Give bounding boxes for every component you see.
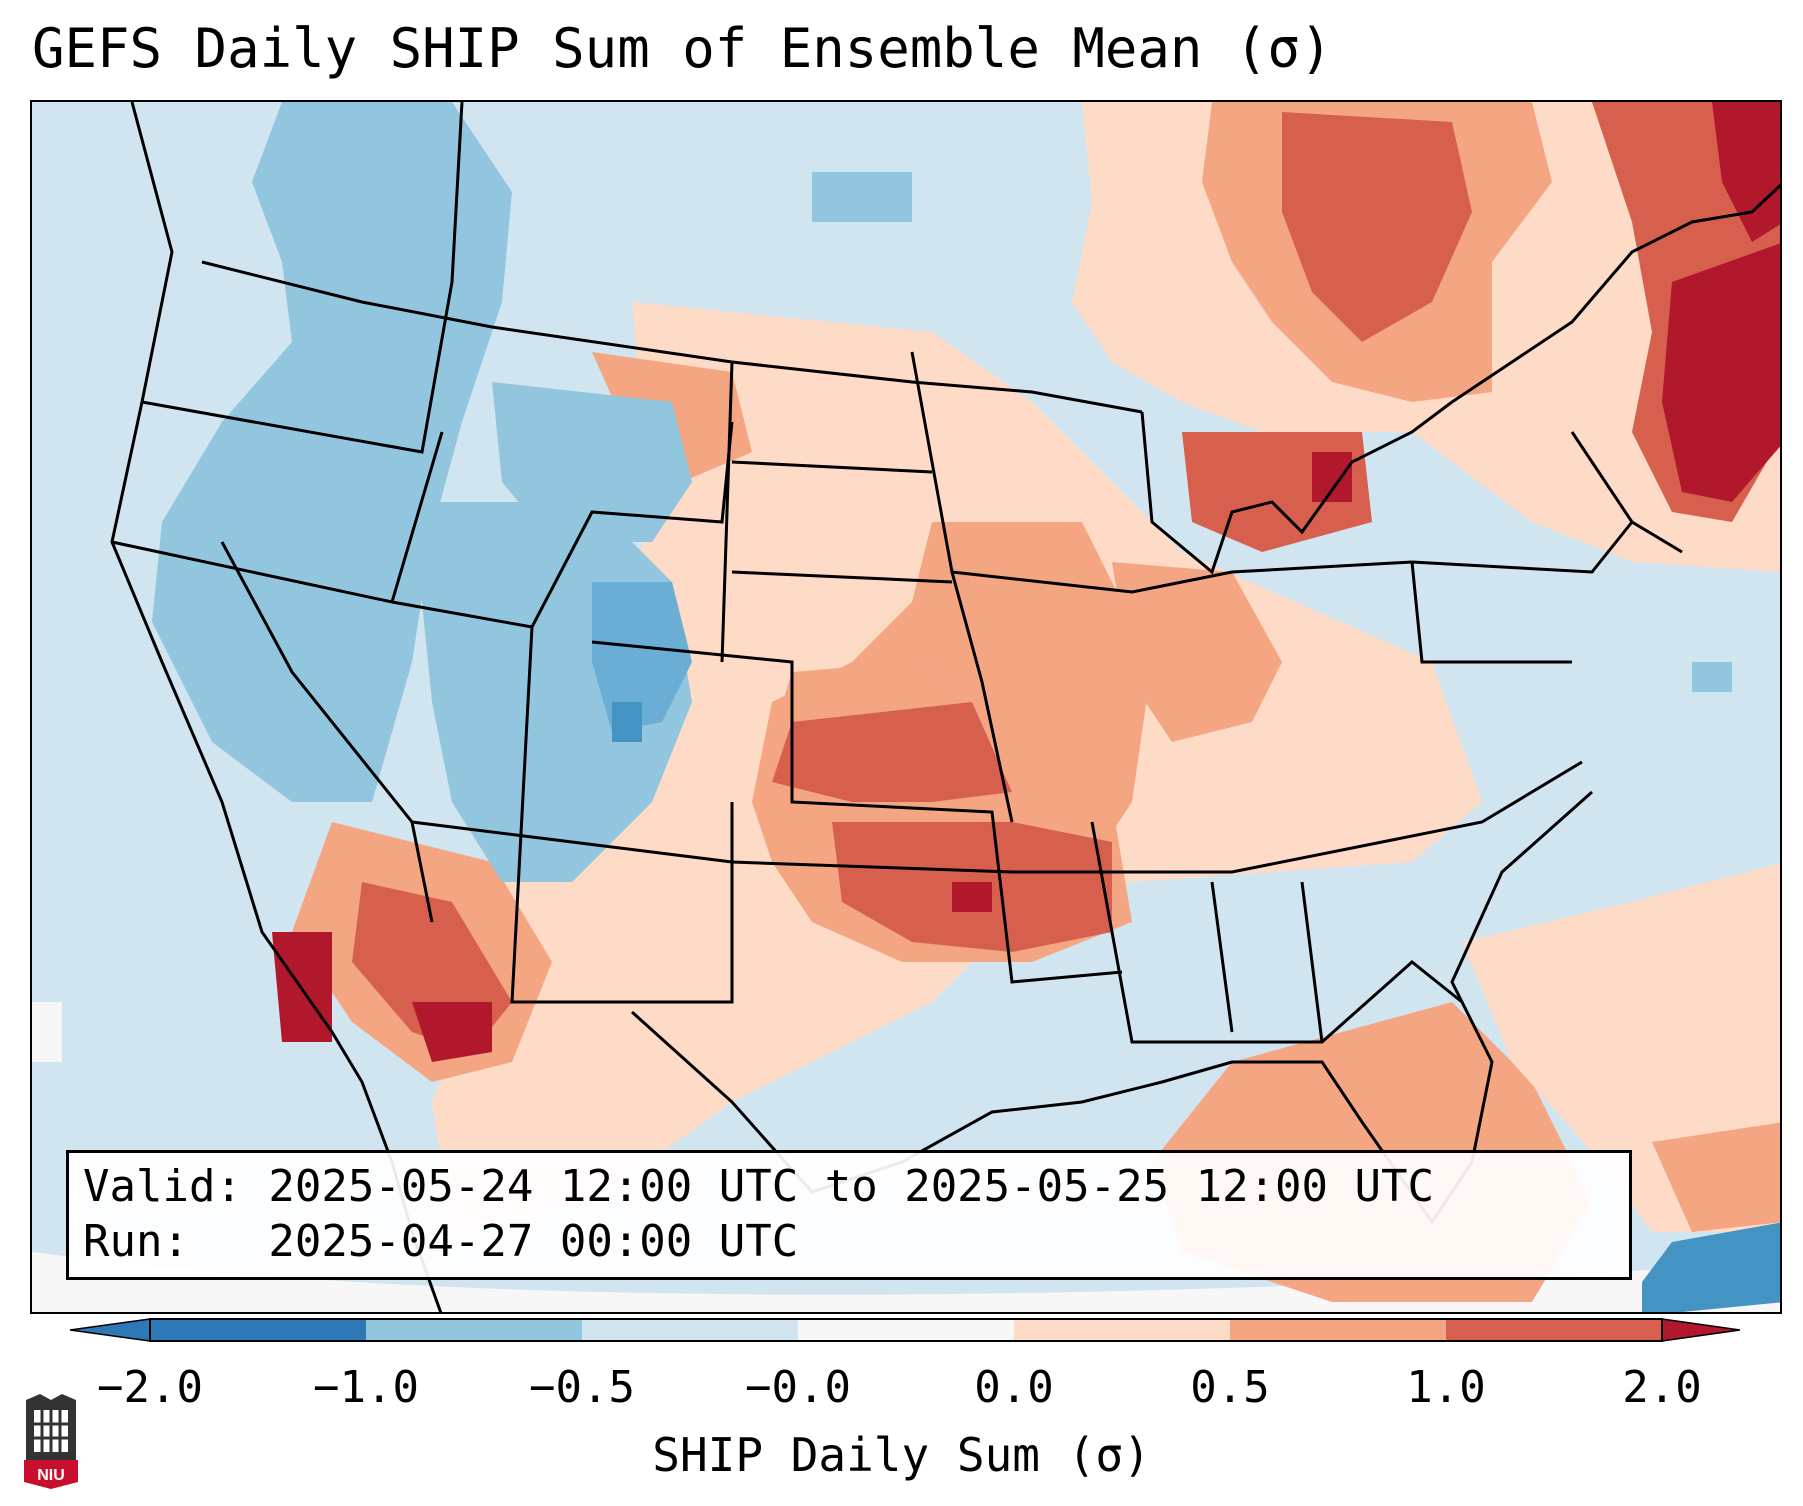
run-time-text: Run: 2025-04-27 00:00 UTC xyxy=(83,1216,799,1267)
colorbar-segment-6 xyxy=(1230,1319,1446,1341)
colorbar-tick-label: 1.0 xyxy=(1406,1362,1486,1413)
colorbar-extend-max xyxy=(1661,1318,1740,1342)
colorbar-segment-3 xyxy=(582,1319,798,1341)
map-panel xyxy=(30,100,1782,1314)
colorbar-tick-label: 0.5 xyxy=(1190,1362,1270,1413)
colorbar-tick-label: 2.0 xyxy=(1622,1362,1702,1413)
colorbar-tick-label: −0.5 xyxy=(529,1362,635,1413)
negative-anomaly-regions xyxy=(152,102,1732,882)
colorbar-label: SHIP Daily Sum (σ) xyxy=(652,1428,1151,1482)
colorbar-outline xyxy=(149,1318,1663,1342)
colorbar-extend-min xyxy=(70,1318,151,1342)
colorbar-segment-7 xyxy=(1446,1319,1662,1341)
chart-title: GEFS Daily SHIP Sum of Ensemble Mean (σ) xyxy=(32,17,1333,80)
valid-time-text: Valid: 2025-05-24 12:00 UTC to 2025-05-2… xyxy=(83,1161,1435,1212)
svg-text:NIU: NIU xyxy=(37,1467,65,1484)
colorbar-segment-1 xyxy=(150,1319,366,1341)
niu-logo-icon: NIU xyxy=(24,1394,78,1489)
colorbar xyxy=(70,1318,1740,1342)
validity-info-box: Valid: 2025-05-24 12:00 UTC to 2025-05-2… xyxy=(66,1150,1632,1280)
colorbar-segment-2 xyxy=(366,1319,582,1341)
positive-anomaly-regions xyxy=(272,102,1780,1312)
colorbar-tick-label: 0.0 xyxy=(974,1362,1054,1413)
colorbar-segment-5 xyxy=(1014,1319,1230,1341)
colorbar-tick-label: −1.0 xyxy=(313,1362,419,1413)
colorbar-tick-label: −2.0 xyxy=(97,1362,203,1413)
colorbar-segment-4 xyxy=(798,1319,1014,1341)
map-canvas xyxy=(32,102,1780,1312)
no-data-patch-west xyxy=(32,1002,62,1062)
colorbar-tick-label: −0.0 xyxy=(745,1362,851,1413)
